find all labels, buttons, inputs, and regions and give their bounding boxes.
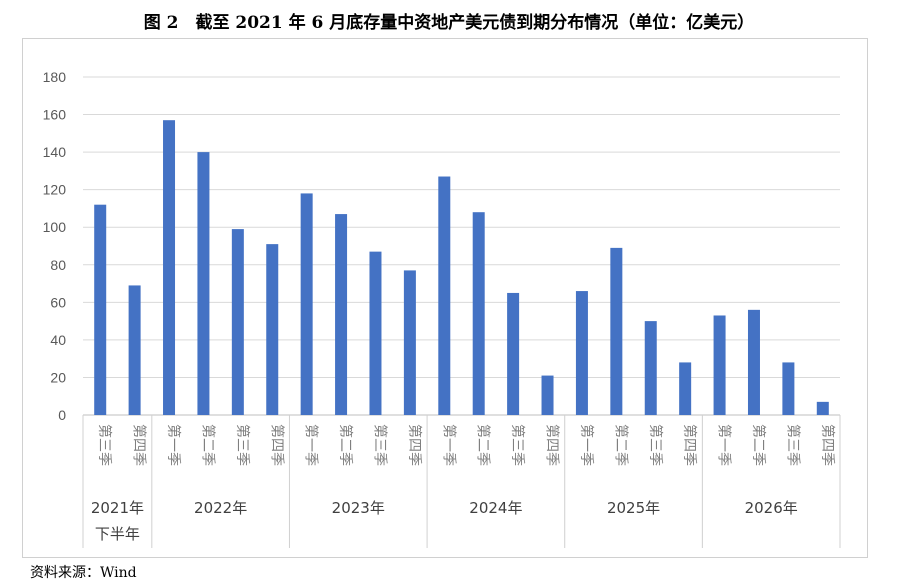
x-group-label: 2025年 [606, 499, 661, 517]
x-category-label: 第三季 [371, 424, 388, 466]
bar [369, 251, 382, 415]
y-tick-label: 60 [50, 294, 66, 310]
y-tick-label: 160 [43, 107, 67, 123]
bar [335, 214, 348, 415]
x-category-label: 第四季 [406, 424, 423, 466]
bar [713, 315, 726, 415]
x-category-label: 第一季 [165, 424, 182, 466]
bar [575, 291, 588, 415]
source-note: 资料来源：Wind [30, 565, 137, 581]
x-category-label: 第二季 [199, 424, 216, 466]
bar [816, 401, 829, 415]
x-category-label: 第三季 [784, 424, 801, 466]
y-tick-label: 0 [58, 407, 66, 423]
bar [747, 309, 760, 415]
x-group-label: 2026年 [744, 499, 798, 517]
x-category-label: 第二季 [612, 424, 629, 466]
bar [163, 120, 176, 415]
x-category-label: 第三季 [234, 424, 251, 466]
bar [403, 270, 416, 415]
x-group-label: 2024年 [469, 499, 523, 517]
bar [541, 375, 554, 415]
y-tick-label: 20 [50, 369, 66, 385]
bar [300, 193, 313, 415]
x-category-label: 第三季 [509, 424, 526, 466]
bar [644, 321, 657, 415]
x-group-label: 2023年 [331, 499, 385, 517]
bar [679, 362, 692, 415]
y-tick-label: 140 [43, 144, 67, 160]
x-category-label: 第四季 [268, 424, 285, 466]
x-category-label: 第四季 [131, 424, 148, 466]
x-category-label: 第四季 [681, 424, 698, 466]
x-category-label: 第四季 [819, 424, 836, 466]
y-tick-label: 80 [50, 257, 66, 273]
y-tick-label: 40 [50, 332, 66, 348]
bar [438, 176, 451, 415]
x-category-label: 第三季 [96, 424, 113, 466]
x-group-label: 2022年 [194, 499, 248, 517]
x-category-label: 第四季 [544, 424, 561, 466]
x-category-label: 第三季 [647, 424, 664, 466]
y-tick-label: 120 [43, 182, 67, 198]
x-category-label: 第一季 [303, 424, 320, 466]
x-category-label: 第二季 [475, 424, 492, 466]
bar [197, 152, 210, 415]
x-category-label: 第二季 [750, 424, 767, 466]
y-tick-label: 180 [43, 69, 67, 85]
x-category-label: 第一季 [716, 424, 733, 466]
y-tick-label: 100 [43, 219, 67, 235]
bar [472, 212, 485, 415]
bar [128, 285, 141, 415]
bar [782, 362, 795, 415]
bar [231, 229, 244, 415]
chart-title: 图 2 截至 2021 年 6 月底存量中资地产美元债到期分布情况（单位：亿美元… [143, 13, 755, 33]
bar [507, 292, 520, 415]
bar-chart: 020406080100120140160180第三季 第四季 第一季 第二季 第三季第… [43, 69, 841, 548]
x-category-label: 第一季 [440, 424, 457, 466]
bar [266, 244, 279, 415]
x-category-label: 第二季 [337, 424, 354, 466]
bar [610, 247, 623, 415]
x-category-label: 第一季 [578, 424, 595, 466]
x-group-label: 2021年下半年 [90, 499, 144, 543]
bar [94, 204, 107, 415]
chart-frame [22, 38, 868, 558]
